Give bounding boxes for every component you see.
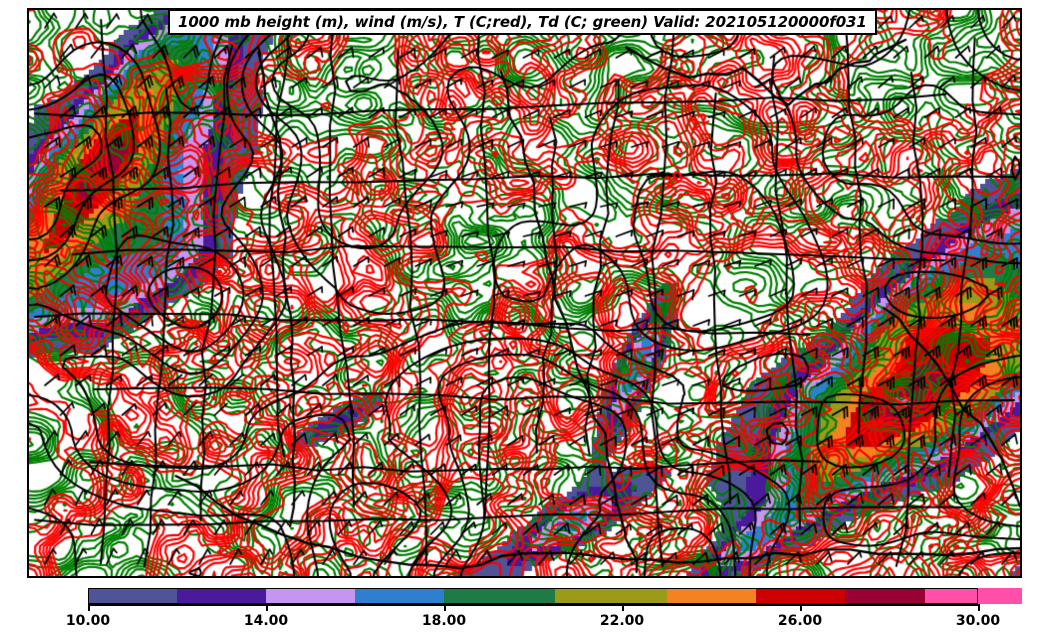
colorbar-tick-1 (266, 604, 268, 611)
colorbar-tick-label-2: 18.00 (421, 613, 467, 629)
colorbar-axis-line (88, 604, 978, 606)
map-panel (27, 8, 1022, 578)
colorbar-tick-0 (88, 604, 90, 611)
colorbar-tick-label-5: 30.00 (955, 613, 1001, 629)
colorbar-segment-3 (355, 588, 444, 604)
colorbar-gradient (88, 588, 1023, 604)
colorbar-segment-6 (666, 588, 756, 604)
colorbar-segment-7 (755, 588, 845, 604)
colorbar-segment-5 (555, 588, 667, 604)
colorbar-segment-1 (177, 588, 266, 604)
colorbar-segment-2 (266, 588, 355, 604)
page-title: 1000 mb height (m), wind (m/s), T (C;red… (178, 13, 867, 31)
colorbar-tick-label-0: 10.00 (65, 613, 111, 629)
colorbar-tick-2 (444, 604, 446, 611)
map-plot-canvas (29, 10, 1020, 576)
chart-title-box: 1000 mb height (m), wind (m/s), T (C;red… (168, 9, 877, 35)
colorbar-segment-4 (444, 588, 556, 604)
colorbar-tick-3 (622, 604, 624, 611)
colorbar-extend-max-arrow (978, 588, 1020, 604)
colorbar-tick-5 (978, 604, 980, 611)
colorbar-tick-4 (800, 604, 802, 611)
colorbar-tick-label-1: 14.00 (243, 613, 289, 629)
colorbar-tick-label-3: 22.00 (599, 613, 645, 629)
colorbar-segment-8 (844, 588, 925, 604)
colorbar-tick-label-4: 26.00 (777, 613, 823, 629)
colorbar: 10.00 14.00 18.00 22.00 26.00 30.00 (0, 586, 1037, 632)
colorbar-segment-0 (88, 588, 177, 604)
